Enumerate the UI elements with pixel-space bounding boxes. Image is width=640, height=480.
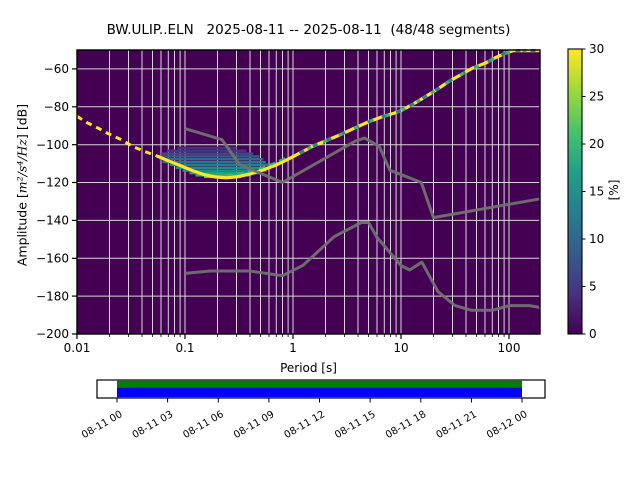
y-axis-label-suffix: ] [dB] [14,103,30,139]
colorbar-tick-label: 20 [589,137,604,151]
coverage-timeline: 08-11 00 08-11 03 08-11 06 08-11 09 08-11 12… [80,379,546,441]
y-tick-label: −100 [36,138,69,152]
x-tick-label: 0.1 [175,341,194,355]
colorbar: 0 5 10 15 20 25 30 [567,42,604,341]
y-tick-label: −160 [36,252,69,266]
probability-streak [162,160,266,164]
y-tick-label: −60 [44,62,69,76]
timeline-tick-label: 08-11 00 [80,409,124,441]
probability-streak [182,169,267,172]
axes-spine [76,49,541,335]
probability-streak [166,149,247,152]
nlnm-line [184,221,541,312]
timeline-tick-label: 08-11 03 [131,409,175,441]
y-tick-label: −140 [36,214,69,228]
psd-mode-curve-short-period [76,115,158,158]
psd-mode-accent-teal [298,49,541,155]
colorbar-tick-label: 5 [589,280,597,294]
y-axis-label: Amplitude [m²/s⁴/Hz] [dB] [15,104,30,266]
probability-streak [195,174,251,177]
timeline-tick-label: 08-11 06 [181,409,225,441]
psd-mode-accent-green [298,49,541,155]
colorbar-tick-label: 10 [589,232,604,246]
y-axis-label-prefix: Amplitude [ [14,193,30,267]
colorbar-label: [%] [607,179,621,201]
timeline-tick-label: 08-11 21 [434,409,478,441]
timeline-tick-label: 08-11 12 [283,409,327,441]
probability-streak [177,146,237,150]
y-tick-label: −120 [36,176,69,190]
x-tick-label: 1 [289,341,297,355]
y-tick-label: −200 [36,327,69,341]
probability-cloud [157,146,271,179]
noise-models [184,127,541,312]
probability-streak [157,155,260,158]
timeline-tick-label: 08-12 00 [485,409,529,441]
colorbar-tick-label: 15 [589,185,604,199]
timeline-coverage-bar [117,380,522,388]
timeline-tick-label: 08-11 09 [232,409,276,441]
x-tick-label: 10 [393,341,408,355]
nhnm-line [184,127,541,220]
y-axis-label-units: m²/s⁴/Hz [14,139,30,194]
y-tick-label: −180 [36,289,69,303]
psd-mode-curve [76,48,541,180]
probability-streak [161,152,254,155]
colorbar-tick-label: 25 [589,90,604,104]
x-tick-label: 100 [498,341,521,355]
probability-streak [189,171,259,175]
probability-streak [175,166,271,169]
timeline-tick-label: 08-11 18 [384,409,428,441]
plot-background [77,50,540,334]
colorbar-tick-label: 30 [589,42,604,56]
probability-streak [159,158,264,161]
psd-mode-curve-main [156,48,541,180]
axis-tick-labels: 0.01 0.1 1 10 100 −60 −80 −100 −120 −140 −160 −180 −… [36,62,520,355]
colorbar-gradient [568,49,582,334]
colorbar-tick-label: 0 [589,327,597,341]
timeline-tick-label: 08-11 15 [333,409,377,441]
probability-streak [169,163,269,167]
x-axis-label: Period [s] [280,361,337,375]
plot-title: BW.ULIP..ELN 2025-08-11 -- 2025-08-11 (4… [106,22,511,38]
y-tick-label: −80 [44,100,69,114]
axis-ticks [72,68,510,339]
x-tick-label: 0.01 [64,341,91,355]
timeline-data-bar [117,387,522,398]
